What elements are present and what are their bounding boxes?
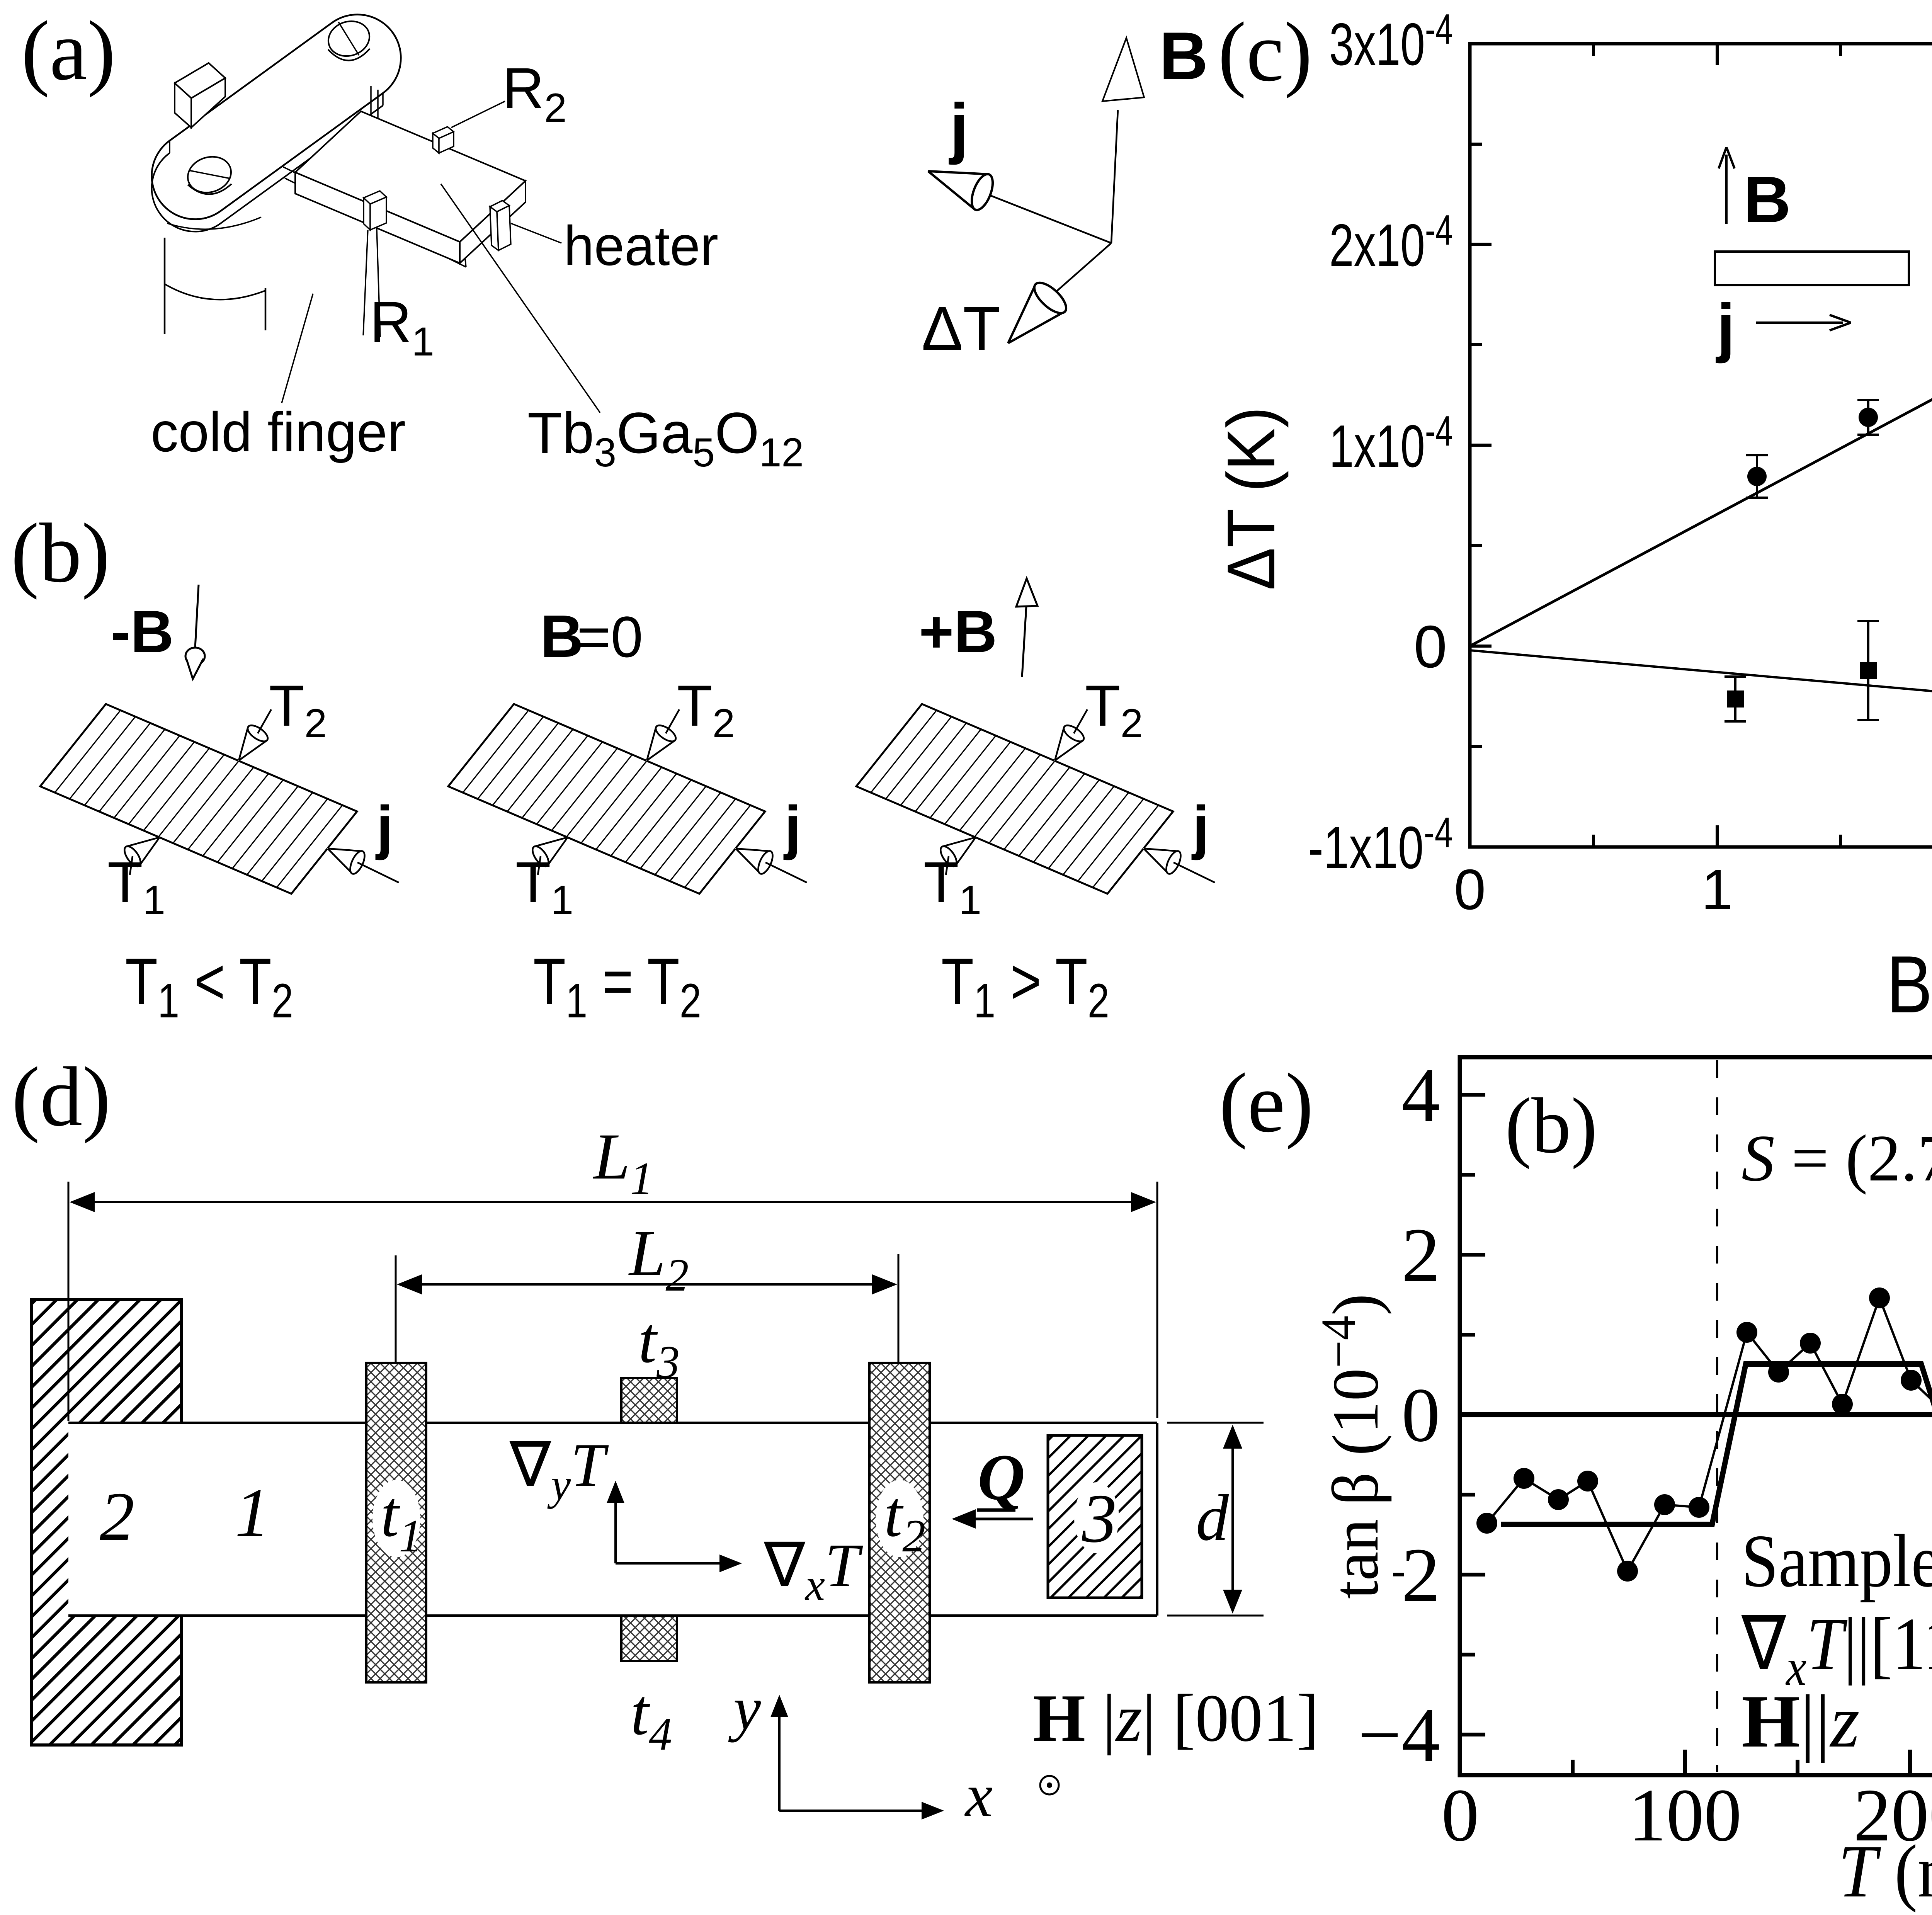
svg-text:B: B	[1159, 19, 1208, 94]
svg-text:3: 3	[1082, 1480, 1117, 1557]
svg-text:cold finger: cold finger	[151, 401, 406, 463]
svg-text:S = (2.7 ± 2) × 10−5 T−1: S = (2.7 ± 2) × 10−5 T−1	[1742, 1116, 1932, 1195]
svg-text:(b): (b)	[1505, 1082, 1597, 1170]
svg-text:T (min): T (min)	[1838, 1830, 1932, 1913]
svg-text:T1 = T2: T1 = T2	[533, 945, 701, 1028]
svg-text:Q: Q	[978, 1441, 1025, 1514]
svg-text:∇xT||[110]: ∇xT||[110]	[1741, 1602, 1932, 1696]
svg-text:j: j	[375, 794, 393, 861]
svg-text:1: 1	[1701, 858, 1733, 922]
svg-text:0: 0	[1401, 1372, 1440, 1458]
svg-text:j: j	[949, 90, 969, 165]
svg-text:4: 4	[1401, 1053, 1440, 1138]
svg-text:t2: t2	[884, 1478, 925, 1561]
svg-text:d: d	[1196, 1481, 1229, 1554]
svg-text:(c): (c)	[1218, 5, 1312, 99]
svg-text:∇yT: ∇yT	[509, 1430, 609, 1509]
svg-text:B (T): B (T)	[1887, 939, 1932, 1030]
svg-text:200: 200	[1854, 1774, 1932, 1857]
svg-text:j: j	[783, 794, 801, 861]
svg-text:0: 0	[1454, 858, 1486, 922]
svg-text:1: 1	[235, 1474, 270, 1551]
svg-text:100: 100	[1629, 1774, 1742, 1857]
svg-text:t1: t1	[381, 1478, 422, 1561]
svg-text:2: 2	[1401, 1532, 1440, 1618]
svg-text:(d): (d)	[12, 1049, 111, 1144]
svg-text:y: y	[728, 1674, 761, 1743]
svg-text:=0: =0	[577, 604, 643, 669]
svg-text:j: j	[1716, 291, 1735, 364]
svg-text:H |z| [001]: H |z| [001]	[1033, 1680, 1319, 1755]
svg-text:2: 2	[1401, 1213, 1440, 1298]
svg-text:0: 0	[1441, 1774, 1479, 1857]
svg-text:B: B	[540, 603, 583, 670]
svg-text:(e): (e)	[1219, 1056, 1313, 1150]
svg-text:heater: heater	[564, 214, 718, 277]
svg-text:ΔT (K): ΔT (K)	[1214, 407, 1289, 590]
svg-text:T2: T2	[677, 673, 735, 746]
svg-text:2: 2	[100, 1478, 134, 1555]
svg-text:T1 > T2: T1 > T2	[941, 945, 1109, 1028]
svg-text:(b): (b)	[11, 506, 110, 600]
svg-text:x: x	[964, 1761, 993, 1830]
svg-text:Sample #3: Sample #3	[1742, 1519, 1932, 1603]
svg-text:Tb3Ga5O12: Tb3Ga5O12	[527, 400, 804, 475]
svg-text:-1x10-4: -1x10-4	[1308, 809, 1453, 881]
svg-text:+B: +B	[919, 598, 997, 665]
svg-text:T1: T1	[923, 850, 981, 923]
svg-text:ΔT: ΔT	[922, 294, 1001, 363]
svg-text:−4: −4	[1358, 1692, 1440, 1778]
svg-text:j: j	[1191, 794, 1209, 861]
svg-text:T1: T1	[107, 850, 165, 923]
svg-text:B: B	[1743, 163, 1791, 236]
svg-text:R2: R2	[502, 56, 567, 131]
svg-text:∇xT: ∇xT	[764, 1531, 863, 1609]
svg-text:L1: L1	[593, 1120, 653, 1204]
svg-text:0: 0	[1414, 613, 1447, 680]
svg-text:L2: L2	[628, 1217, 689, 1301]
svg-text:(a): (a)	[21, 3, 116, 98]
svg-text:H||z: H||z	[1742, 1680, 1860, 1763]
svg-text:T1: T1	[515, 850, 573, 923]
svg-text:-B: -B	[111, 598, 174, 665]
svg-text:T1 < T2: T1 < T2	[125, 945, 293, 1028]
